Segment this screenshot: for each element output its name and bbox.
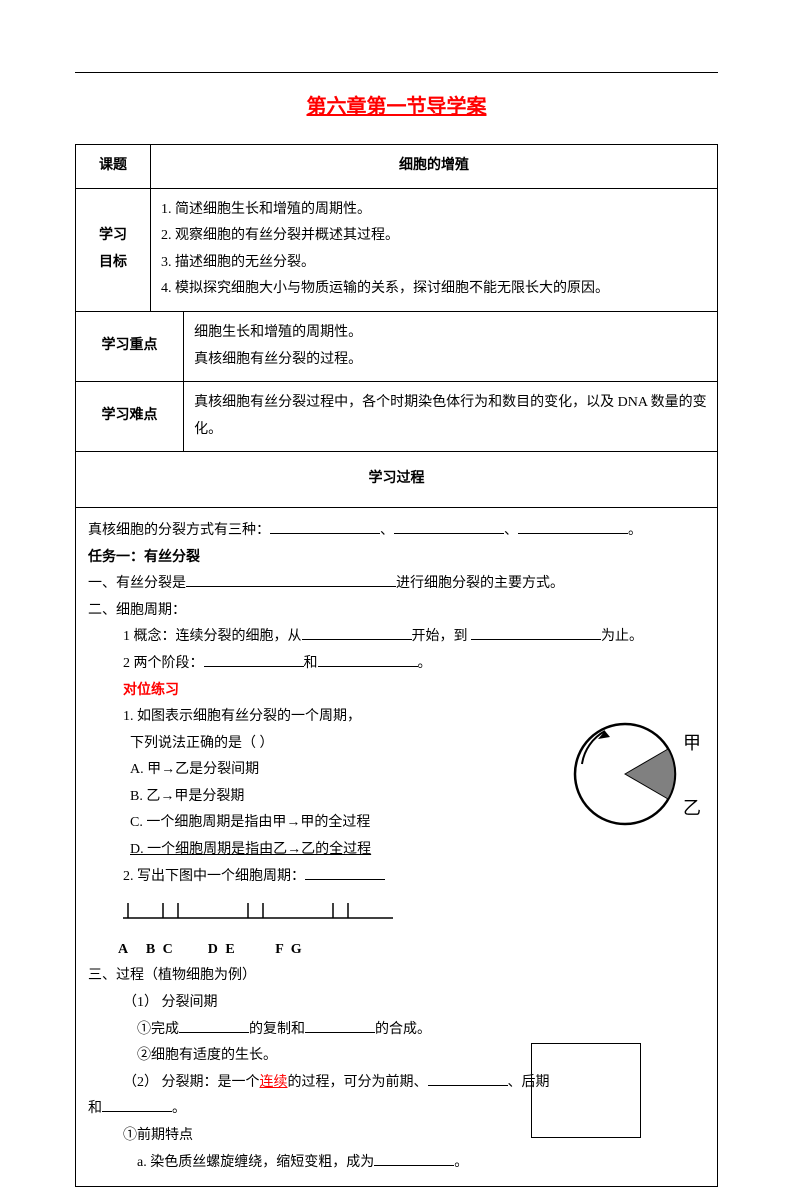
row-topic-label: 课题 (76, 145, 151, 189)
s2-1a: 1 概念：连续分裂的细胞，从 (123, 629, 302, 644)
s3-interphase: （1） 分裂间期 (88, 990, 705, 1017)
row-topic-value: 细胞的增殖 (151, 145, 718, 189)
s3-3a: a. 染色质丝螺旋缠绕，缩短变粗，成为。 (88, 1150, 705, 1177)
s2-1b: 开始，到 (412, 629, 468, 644)
continuous-text: 连续 (260, 1075, 288, 1090)
s3-2a: （2） 分裂期：是一个 (123, 1075, 260, 1090)
s3-3a-t: a. 染色质丝螺旋缠绕，缩短变粗，成为 (137, 1155, 374, 1170)
section-2: 二、细胞周期： (88, 598, 705, 625)
opt-d: D. 一个细胞周期是指由乙→乙的全过程 (88, 837, 705, 864)
blank (102, 1098, 172, 1112)
task1-heading: 任务一：有丝分裂 (88, 545, 705, 572)
goal-3: 3. 描述细胞的无丝分裂。 (161, 250, 707, 277)
timeline-labels: A B C D E F G (118, 937, 705, 964)
blank (186, 573, 396, 587)
header-rule (75, 72, 718, 73)
s2-concept: 1 概念：连续分裂的细胞，从 开始，到 为止。 (88, 624, 705, 651)
s2-stages: 2 两个阶段：和。 (88, 651, 705, 678)
section-3: 三、过程（植物细胞为例） (88, 963, 705, 990)
timeline-diagram (118, 898, 398, 922)
s3-1a: ①完成 的复制和 的合成。 (88, 1017, 705, 1044)
blank (305, 1019, 375, 1033)
goal-2: 2. 观察细胞的有丝分裂并概述其过程。 (161, 223, 707, 250)
goal-1: 1. 简述细胞生长和增殖的周期性。 (161, 197, 707, 224)
blank (270, 520, 380, 534)
blank (318, 653, 418, 667)
s3-1c-t: 的合成。 (375, 1022, 431, 1037)
s3-2b: 的过程，可分为前期、 (288, 1075, 428, 1090)
process-header: 学习过程 (76, 452, 718, 508)
blank (204, 653, 304, 667)
empty-figure-box (531, 1043, 641, 1138)
row-goals-label: 学习 目标 (76, 188, 151, 311)
section-1: 一、有丝分裂是 进行细胞分裂的主要方式。 (88, 571, 705, 598)
blank (394, 520, 504, 534)
s3-1b-t: 的复制和 (249, 1022, 305, 1037)
blank (302, 626, 412, 640)
s3-1a-t: ①完成 (137, 1022, 179, 1037)
practice-q2: 2. 写出下图中一个细胞周期： (88, 864, 705, 891)
intro-text: 真核细胞的分裂方式有三种： (88, 523, 270, 538)
s2-1c: 为止。 (601, 629, 643, 644)
q2-text: 2. 写出下图中一个细胞周期： (123, 869, 305, 884)
row-difficulty-label: 学习难点 (76, 382, 184, 452)
blank (179, 1019, 249, 1033)
s1-text-a: 一、有丝分裂是 (88, 576, 186, 591)
row-focus-content: 细胞生长和增殖的周期性。 真核细胞有丝分裂的过程。 (184, 311, 718, 381)
blank (518, 520, 628, 534)
s2-2b: 和 (304, 656, 318, 671)
goal-4: 4. 模拟探究细胞大小与物质运输的关系，探讨细胞不能无限长大的原因。 (161, 276, 707, 303)
row-goals-content: 1. 简述细胞生长和增殖的周期性。 2. 观察细胞的有丝分裂并概述其过程。 3.… (151, 188, 718, 311)
practice-heading: 对位练习 (88, 678, 705, 705)
blank (374, 1152, 454, 1166)
row-focus-label: 学习重点 (76, 311, 184, 381)
process-body: 真核细胞的分裂方式有三种：、、。 任务一：有丝分裂 一、有丝分裂是 进行细胞分裂的… (76, 507, 718, 1186)
cycle-diagram: 甲 乙 (555, 709, 705, 839)
s3-2d: 和 (88, 1101, 102, 1116)
page-title: 第六章第一节导学案 (75, 90, 718, 119)
s1-text-b: 进行细胞分裂的主要方式。 (396, 576, 564, 591)
intro-line: 真核细胞的分裂方式有三种：、、。 (88, 518, 705, 545)
focus-2: 真核细胞有丝分裂的过程。 (194, 347, 707, 374)
blank (471, 626, 601, 640)
label-yi: 乙 (683, 798, 701, 818)
blank (428, 1072, 508, 1086)
focus-1: 细胞生长和增殖的周期性。 (194, 320, 707, 347)
main-table: 课题 细胞的增殖 学习 目标 1. 简述细胞生长和增殖的周期性。 2. 观察细胞… (75, 144, 718, 1187)
row-difficulty-content: 真核细胞有丝分裂过程中，各个时期染色体行为和数目的变化，以及 DNA 数量的变化… (184, 382, 718, 452)
blank (305, 866, 385, 880)
s2-2a: 2 两个阶段： (123, 656, 204, 671)
label-jia: 甲 (683, 733, 701, 753)
